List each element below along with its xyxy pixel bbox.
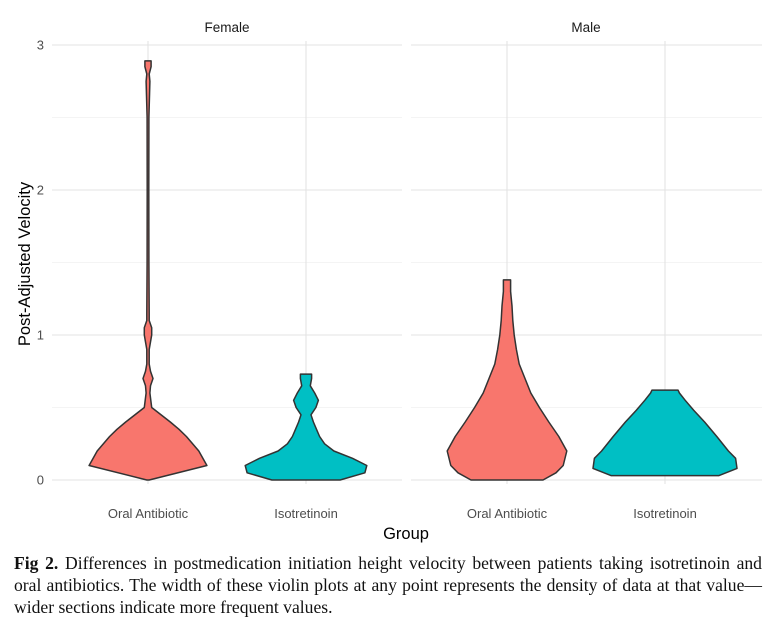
violin-female-oral-antibiotic bbox=[88, 60, 208, 481]
figure-caption: Fig 2. Differences in postmedication ini… bbox=[14, 552, 762, 618]
y-tick-label: 3 bbox=[37, 38, 44, 53]
y-axis-title: Post-Adjusted Velocity bbox=[16, 181, 34, 346]
violin-male-oral-antibiotic bbox=[446, 279, 568, 481]
y-tick-label: 0 bbox=[37, 473, 44, 488]
x-tick-label: Isotretinoin bbox=[633, 506, 697, 521]
panel-title-male: Male bbox=[571, 20, 600, 35]
x-axis-title: Group bbox=[383, 525, 429, 543]
caption-text: Differences in postmedication initiation… bbox=[14, 553, 762, 617]
axis-labels: 0 1 2 3 Oral Antibiotic Isotretinoin Oral Anti… bbox=[37, 38, 697, 522]
violin-male-isotretinoin bbox=[592, 389, 738, 477]
y-tick-label: 2 bbox=[37, 183, 44, 198]
x-tick-label: Oral Antibiotic bbox=[467, 506, 548, 521]
gridlines bbox=[52, 41, 762, 484]
x-tick-label: Oral Antibiotic bbox=[108, 506, 189, 521]
panel-title-female: Female bbox=[204, 20, 249, 35]
caption-label: Fig 2. bbox=[14, 553, 59, 573]
violins bbox=[88, 60, 738, 481]
x-tick-label: Isotretinoin bbox=[274, 506, 338, 521]
violin-figure: 0 1 2 3 Oral Antibiotic Isotretinoin Oral Anti… bbox=[16, 20, 762, 543]
violin-female-isotretinoin bbox=[244, 373, 368, 481]
y-tick-label: 1 bbox=[37, 328, 44, 343]
